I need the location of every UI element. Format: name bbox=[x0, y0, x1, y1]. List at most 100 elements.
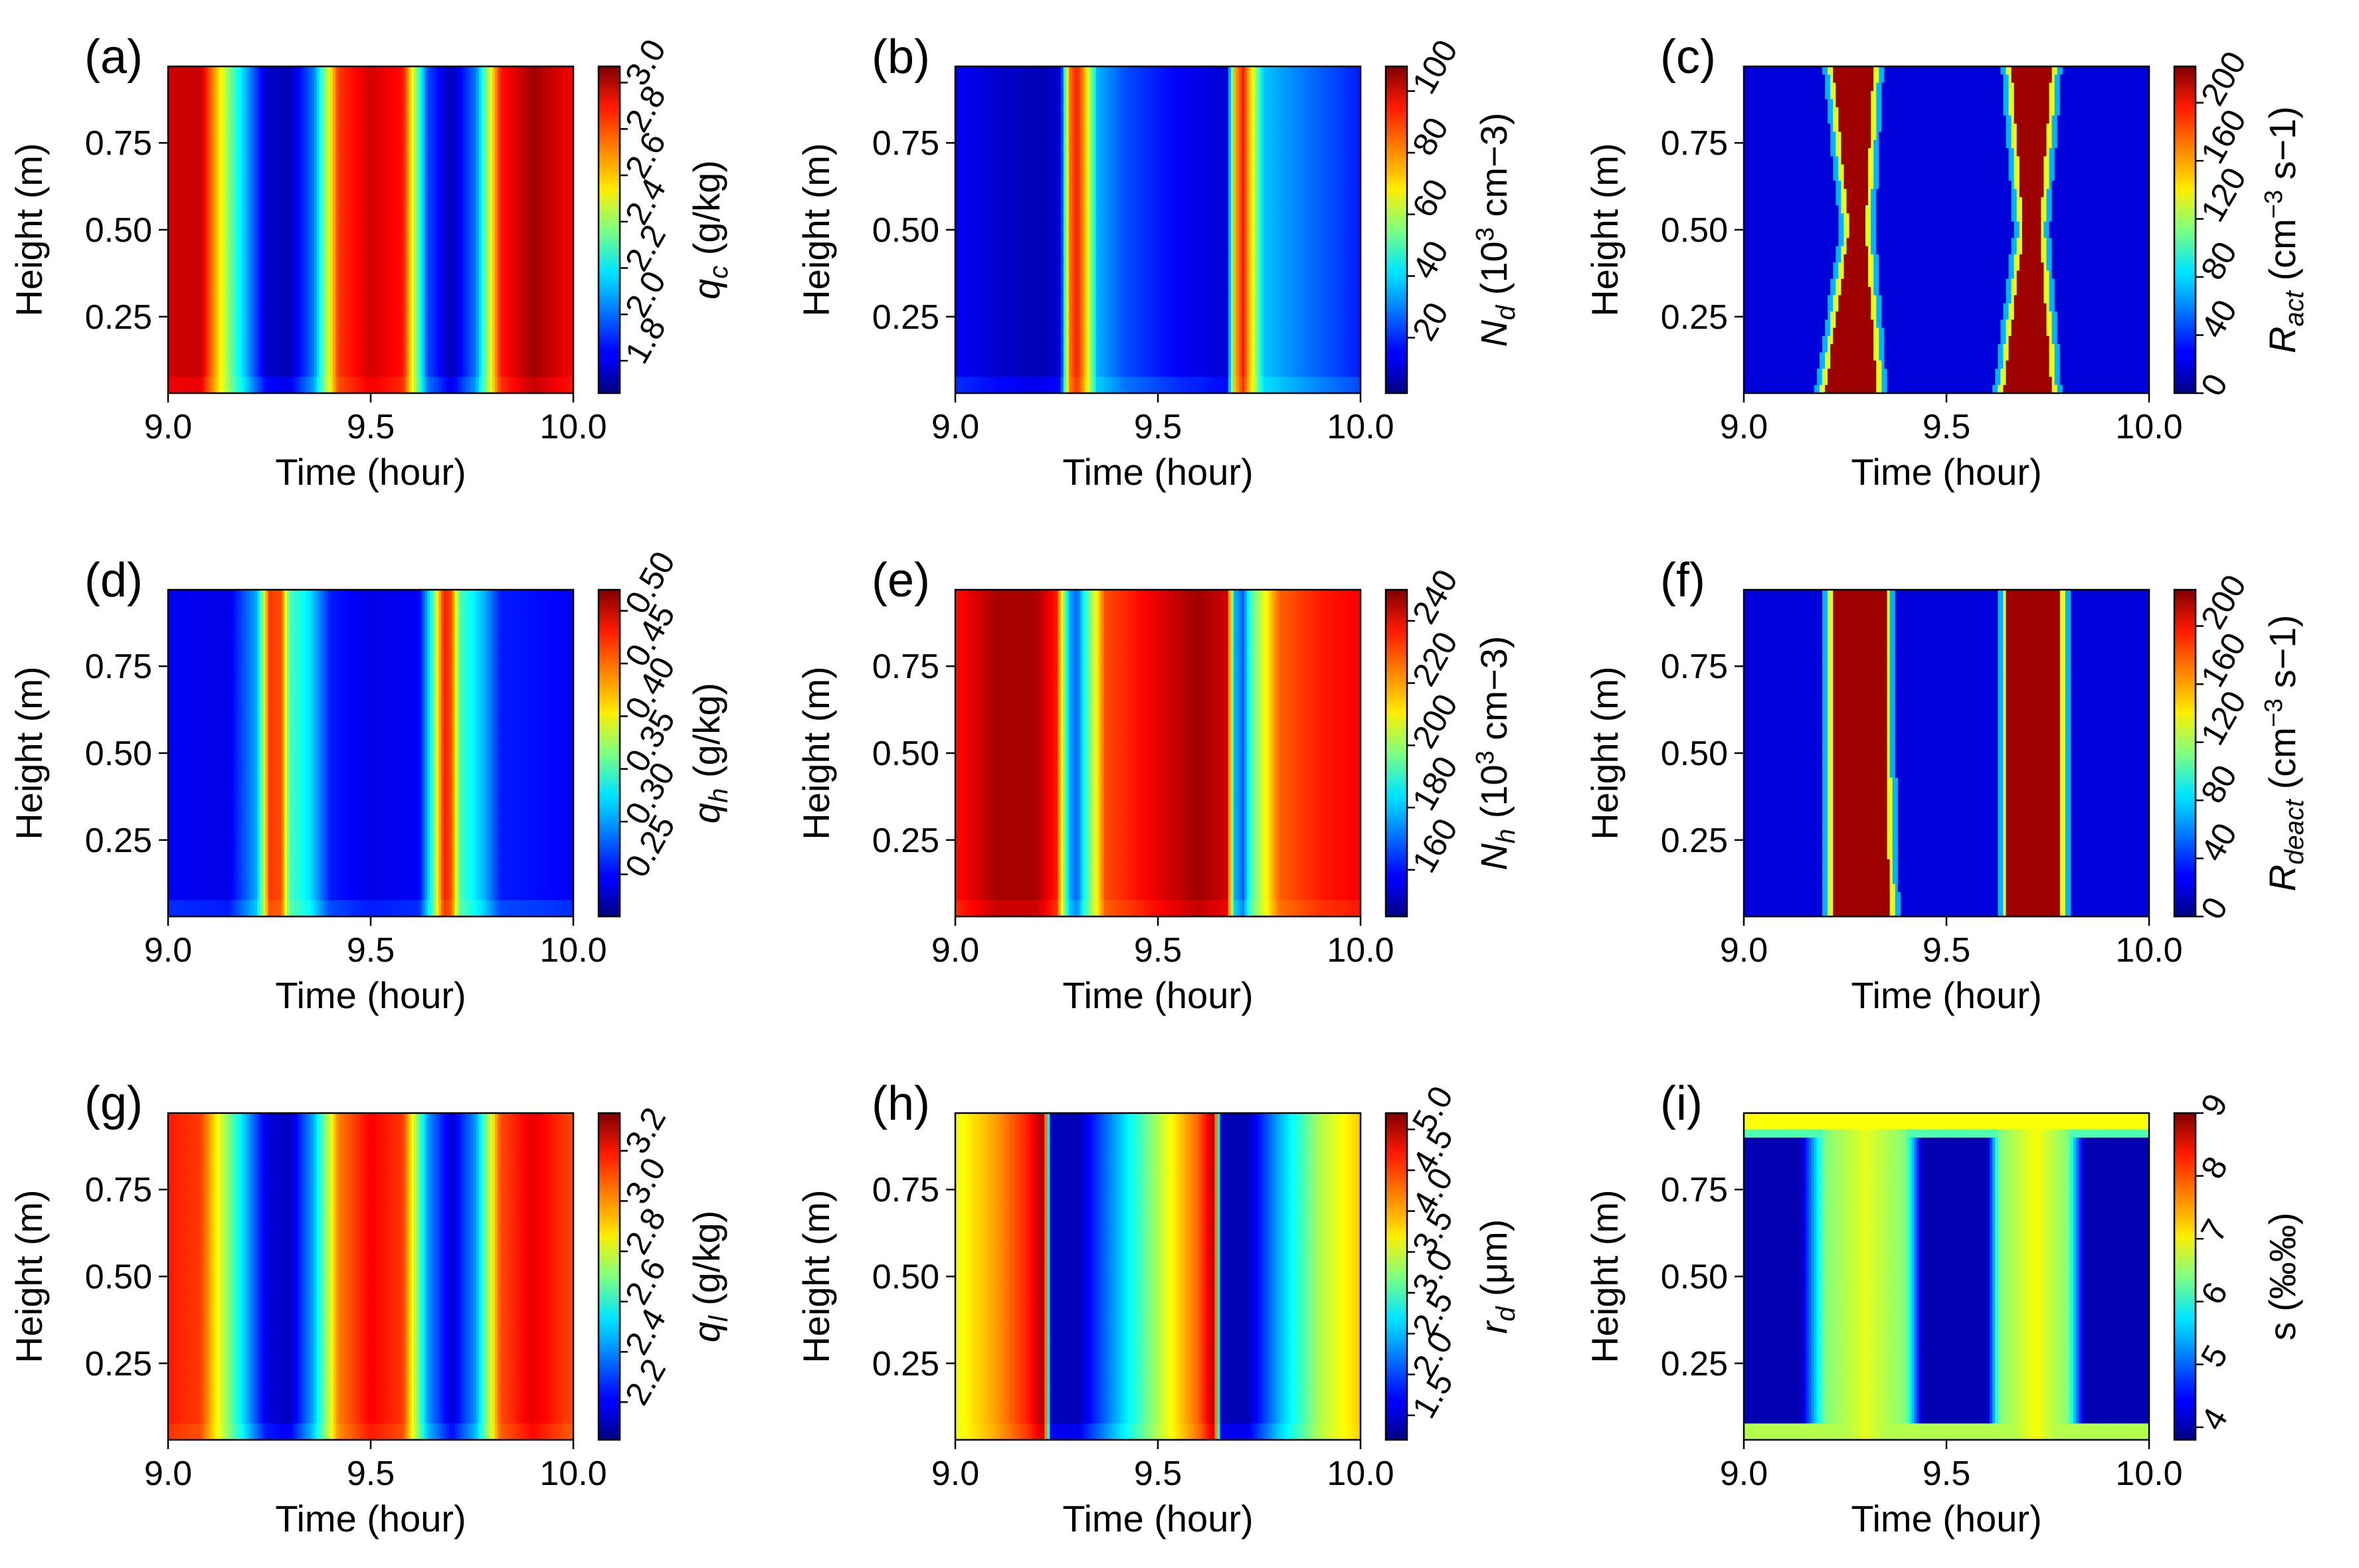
heatmap-cell bbox=[231, 238, 234, 246]
heatmap-cell bbox=[384, 165, 387, 173]
heatmap-cell bbox=[355, 148, 358, 157]
heatmap-cell bbox=[314, 131, 318, 140]
heatmap-cell bbox=[535, 238, 539, 246]
heatmap-cell bbox=[414, 205, 417, 214]
heatmap-cell bbox=[474, 131, 477, 140]
heatmap-cell bbox=[414, 165, 417, 173]
heatmap-cell bbox=[438, 213, 442, 222]
heatmap-cell bbox=[436, 165, 439, 173]
heatmap-cell bbox=[252, 165, 255, 173]
heatmap-cell bbox=[330, 131, 333, 140]
heatmap-cell bbox=[503, 140, 506, 149]
heatmap-cell bbox=[422, 140, 425, 149]
heatmap-cell bbox=[551, 230, 555, 238]
heatmap-cell bbox=[538, 213, 541, 222]
heatmap-cell bbox=[427, 205, 430, 214]
heatmap-cell bbox=[549, 197, 552, 206]
heatmap-cell bbox=[371, 124, 374, 132]
heatmap-cell bbox=[352, 213, 355, 222]
heatmap-cell bbox=[508, 165, 512, 173]
heatmap-cell bbox=[470, 213, 474, 222]
heatmap-cell bbox=[414, 83, 417, 92]
heatmap-cell bbox=[338, 116, 341, 124]
heatmap-cell bbox=[252, 83, 255, 92]
heatmap-cell bbox=[249, 140, 252, 149]
heatmap-cell bbox=[427, 108, 430, 116]
heatmap-cell bbox=[279, 197, 282, 206]
heatmap-cell bbox=[470, 189, 474, 198]
heatmap-cell bbox=[551, 148, 555, 157]
heatmap-cell bbox=[538, 205, 541, 214]
heatmap-cell bbox=[479, 197, 482, 206]
heatmap-cell bbox=[490, 99, 493, 108]
heatmap-cell bbox=[357, 181, 361, 189]
heatmap-cell bbox=[449, 181, 452, 189]
heatmap-cell bbox=[393, 66, 396, 75]
heatmap-cell bbox=[346, 108, 349, 116]
heatmap-cell bbox=[551, 205, 555, 214]
heatmap-cell bbox=[568, 108, 571, 116]
heatmap-cell bbox=[214, 165, 217, 173]
heatmap-cell bbox=[398, 124, 401, 132]
heatmap-cell bbox=[555, 148, 558, 157]
heatmap-cell bbox=[482, 238, 485, 246]
heatmap-cell bbox=[274, 83, 277, 92]
heatmap-cell bbox=[563, 156, 566, 165]
heatmap-cell bbox=[393, 74, 396, 83]
heatmap-cell bbox=[555, 165, 558, 173]
heatmap-cell bbox=[179, 131, 182, 140]
heatmap-cell bbox=[209, 140, 212, 149]
heatmap-cell bbox=[527, 99, 531, 108]
heatmap-cell bbox=[308, 189, 312, 198]
heatmap-cell bbox=[565, 131, 569, 140]
heatmap-cell bbox=[346, 148, 349, 157]
heatmap-cell bbox=[343, 140, 347, 149]
heatmap-cell bbox=[227, 148, 231, 157]
heatmap-cell bbox=[363, 173, 366, 181]
heatmap-cell bbox=[222, 148, 225, 157]
heatmap-cell bbox=[254, 108, 258, 116]
heatmap-cell bbox=[217, 213, 220, 222]
heatmap-cell bbox=[257, 108, 260, 116]
heatmap-cell bbox=[352, 222, 355, 230]
heatmap-cell bbox=[522, 83, 525, 92]
heatmap-cell bbox=[181, 197, 185, 206]
heatmap-cell bbox=[282, 156, 285, 165]
heatmap-cell bbox=[236, 222, 239, 230]
heatmap-cell bbox=[292, 116, 296, 124]
heatmap-cell bbox=[557, 108, 561, 116]
heatmap-cell bbox=[287, 124, 290, 132]
heatmap-cell bbox=[433, 140, 436, 149]
heatmap-cell bbox=[284, 140, 288, 149]
heatmap-cell bbox=[527, 124, 531, 132]
heatmap-cell bbox=[312, 230, 315, 238]
heatmap-cell bbox=[355, 108, 358, 116]
heatmap-cell bbox=[498, 108, 501, 116]
heatmap-cell bbox=[454, 181, 458, 189]
heatmap-cell bbox=[333, 205, 336, 214]
heatmap-cell bbox=[333, 116, 336, 124]
heatmap-cell bbox=[246, 83, 250, 92]
heatmap-cell bbox=[368, 156, 371, 165]
heatmap-cell bbox=[328, 189, 331, 198]
heatmap-cell bbox=[519, 140, 523, 149]
heatmap-cell bbox=[357, 124, 361, 132]
heatmap-cell bbox=[231, 222, 234, 230]
heatmap-cell bbox=[249, 181, 252, 189]
heatmap-cell bbox=[371, 66, 374, 75]
heatmap-cell bbox=[398, 181, 401, 189]
heatmap-cell bbox=[287, 213, 290, 222]
heatmap-cell bbox=[401, 205, 404, 214]
heatmap-cell bbox=[268, 91, 271, 100]
heatmap-cell bbox=[517, 173, 520, 181]
heatmap-cell bbox=[427, 173, 430, 181]
heatmap-cell bbox=[498, 156, 501, 165]
heatmap-cell bbox=[422, 131, 425, 140]
heatmap-cell bbox=[514, 116, 518, 124]
heatmap-cell bbox=[468, 74, 471, 83]
heatmap-cell bbox=[279, 156, 282, 165]
heatmap-cell bbox=[522, 66, 525, 75]
heatmap-cell bbox=[414, 173, 417, 181]
heatmap-cell bbox=[449, 131, 452, 140]
heatmap-cell bbox=[203, 181, 207, 189]
